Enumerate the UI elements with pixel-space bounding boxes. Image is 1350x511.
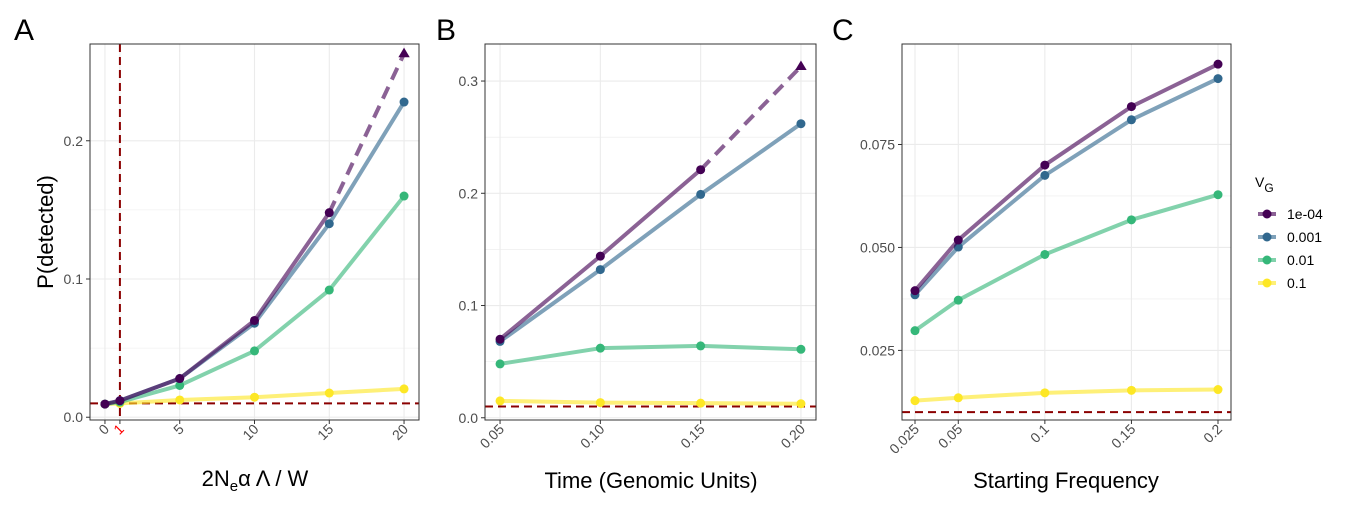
data-point bbox=[399, 191, 409, 201]
data-point bbox=[1126, 102, 1136, 112]
series-line-dashed bbox=[327, 52, 406, 214]
panel-b: B 0.00.10.20.30.05 0.10 0.15 0.20 Time (Gen… bbox=[436, 14, 817, 493]
legend-key-point bbox=[1262, 255, 1272, 265]
data-point bbox=[910, 326, 920, 336]
x-axis-title: 2Neα Λ / W bbox=[202, 466, 309, 495]
data-point-triangle bbox=[398, 47, 410, 58]
legend: VG 1e-04 0.001 0.01 0.1 bbox=[1255, 174, 1323, 291]
data-point bbox=[1126, 215, 1136, 225]
series-line bbox=[500, 398, 801, 406]
data-point bbox=[250, 315, 259, 325]
data-point bbox=[324, 208, 334, 218]
data-point bbox=[696, 341, 706, 351]
data-point bbox=[796, 119, 806, 129]
legend-key-point bbox=[1262, 232, 1272, 242]
y-tick-label: 0.1 bbox=[459, 298, 479, 314]
data-point bbox=[324, 219, 334, 229]
legend-title: VG bbox=[1255, 174, 1274, 195]
data-point bbox=[1213, 59, 1223, 69]
data-point bbox=[399, 384, 409, 394]
y-tick-label: 0.3 bbox=[459, 73, 479, 89]
data-point bbox=[595, 343, 605, 353]
data-point bbox=[324, 285, 334, 295]
data-point bbox=[1126, 385, 1136, 395]
data-point bbox=[595, 398, 605, 408]
data-point bbox=[1213, 74, 1223, 84]
data-point bbox=[696, 398, 706, 408]
legend-item: 0.1 bbox=[1258, 275, 1307, 291]
series-line-dashed bbox=[699, 65, 803, 172]
legend-label: 0.1 bbox=[1287, 275, 1307, 291]
panel-border bbox=[484, 43, 817, 421]
legend-item: 0.001 bbox=[1258, 229, 1322, 245]
data-point bbox=[250, 346, 259, 356]
panel-label: C bbox=[832, 14, 854, 47]
data-point bbox=[495, 359, 505, 369]
data-point bbox=[796, 399, 806, 409]
data-point bbox=[1040, 249, 1050, 259]
panel-label: B bbox=[436, 14, 456, 47]
data-point bbox=[696, 165, 706, 175]
data-point bbox=[696, 189, 706, 199]
data-point bbox=[953, 235, 963, 245]
legend-key-point bbox=[1262, 278, 1272, 288]
plot-background bbox=[902, 44, 1231, 420]
data-point bbox=[796, 344, 806, 354]
panel-border bbox=[901, 43, 1232, 421]
x-axis-title: Starting Frequency bbox=[973, 468, 1159, 493]
data-point bbox=[495, 334, 505, 344]
data-point bbox=[1126, 115, 1136, 125]
panel-a: A 0.00.10.201 5 10 15 20 P(detected) 2Neα Λ … bbox=[14, 14, 420, 495]
data-point bbox=[910, 396, 920, 406]
data-point-triangle bbox=[795, 60, 807, 71]
legend-item: 0.01 bbox=[1258, 252, 1314, 268]
legend-key-point bbox=[1262, 209, 1272, 219]
panel-label: A bbox=[14, 14, 34, 47]
data-point bbox=[495, 396, 505, 406]
y-tick-label: 0.050 bbox=[860, 239, 895, 255]
data-point bbox=[175, 380, 185, 390]
data-point bbox=[1040, 170, 1050, 180]
data-point bbox=[100, 399, 110, 409]
y-tick-label: 0.1 bbox=[64, 271, 84, 287]
data-point bbox=[910, 286, 920, 296]
y-tick-label: 0.0 bbox=[459, 410, 479, 426]
y-tick-label: 0.2 bbox=[64, 133, 84, 149]
series-line bbox=[499, 343, 802, 366]
y-axis-title: P(detected) bbox=[33, 175, 58, 289]
data-point bbox=[115, 396, 125, 406]
legend-item: 1e-04 bbox=[1258, 206, 1323, 222]
data-point bbox=[324, 388, 334, 398]
data-point bbox=[1213, 385, 1223, 395]
x-axis-title: Time (Genomic Units) bbox=[544, 468, 757, 493]
data-point bbox=[953, 393, 963, 403]
data-point bbox=[1213, 190, 1223, 200]
legend-label: 0.001 bbox=[1287, 229, 1322, 245]
data-point bbox=[399, 97, 409, 107]
data-point bbox=[953, 295, 963, 305]
y-tick-label: 0.2 bbox=[459, 185, 479, 201]
data-point bbox=[595, 265, 605, 275]
data-point bbox=[595, 251, 605, 261]
series-line bbox=[498, 122, 803, 344]
y-tick-label: 0.075 bbox=[860, 136, 895, 152]
legend-label: 0.01 bbox=[1287, 252, 1314, 268]
y-tick-label: 0.0 bbox=[64, 409, 84, 425]
data-point bbox=[1040, 388, 1050, 398]
y-tick-label: 0.025 bbox=[860, 342, 895, 358]
data-point bbox=[1040, 160, 1050, 170]
legend-label: 1e-04 bbox=[1287, 206, 1323, 222]
data-point bbox=[175, 374, 185, 384]
data-point bbox=[175, 395, 185, 405]
data-point bbox=[250, 392, 259, 402]
